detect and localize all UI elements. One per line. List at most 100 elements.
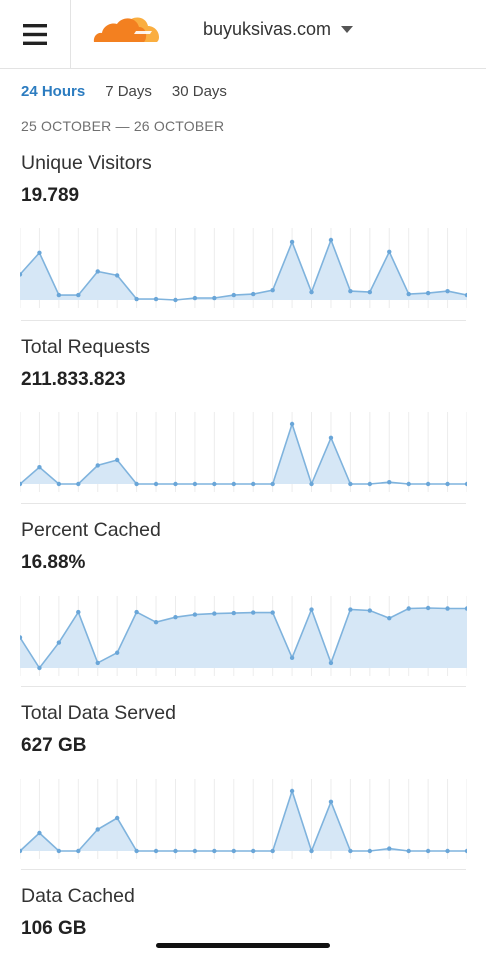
metric-value-total-data-served: 627 GB: [21, 735, 87, 756]
data-point: [251, 291, 256, 297]
data-point: [37, 465, 42, 470]
date-range: 25 OCTOBER — 26 OCTOBER: [21, 118, 225, 134]
data-point: [212, 481, 217, 487]
data-point: [95, 463, 100, 468]
data-point: [348, 848, 353, 854]
data-point: [134, 609, 139, 615]
data-point: [37, 830, 42, 836]
divider: [21, 503, 466, 504]
data-point: [251, 848, 256, 854]
series-line: [20, 421, 467, 487]
series-line: [20, 607, 467, 670]
data-point: [231, 481, 236, 487]
data-point: [134, 481, 139, 487]
data-point: [445, 606, 450, 611]
data-point: [270, 610, 275, 615]
data-point: [76, 848, 81, 854]
data-point: [367, 289, 373, 295]
time-range-tabs: 24 Hours 7 Days 30 Days: [21, 83, 227, 100]
series-area: [20, 608, 467, 668]
data-point: [464, 481, 467, 487]
caret-down-icon: [341, 26, 354, 33]
data-point: [328, 435, 334, 440]
data-point: [270, 848, 275, 854]
data-point: [231, 848, 236, 854]
data-point: [37, 665, 42, 671]
total-data-served-chart: [20, 779, 467, 859]
data-point: [37, 250, 42, 255]
divider: [21, 869, 466, 870]
divider: [21, 320, 466, 321]
data-point: [387, 249, 392, 255]
data-point: [173, 297, 178, 303]
series-line: [20, 237, 467, 301]
data-point: [367, 481, 373, 487]
data-point: [76, 292, 81, 298]
data-point: [445, 848, 450, 854]
data-point: [309, 848, 314, 854]
data-point: [425, 605, 431, 611]
metric-value-data-cached: 106 GB: [21, 918, 87, 939]
data-point: [445, 481, 450, 487]
data-point: [348, 288, 353, 294]
data-point: [348, 481, 353, 487]
data-point: [464, 606, 467, 611]
data-point: [251, 610, 256, 615]
data-point: [251, 481, 256, 487]
data-point: [95, 660, 100, 666]
tab-30-days[interactable]: 30 Days: [171, 83, 227, 100]
data-point: [173, 614, 178, 620]
data-point: [95, 269, 100, 274]
data-point: [387, 615, 392, 621]
data-point: [134, 296, 139, 302]
data-point: [56, 848, 62, 854]
domain-label: buyuksivas.com: [203, 19, 332, 39]
percent-cached-chart: [20, 596, 467, 676]
data-point: [153, 620, 159, 625]
data-point: [231, 292, 236, 298]
metric-value-unique-visitors: 19.789: [21, 185, 80, 206]
home-indicator: [156, 943, 330, 948]
data-point: [95, 827, 100, 832]
data-point: [406, 606, 411, 611]
top-bar: buyuksivas.com: [0, 0, 486, 69]
data-point: [367, 608, 373, 613]
data-point: [464, 292, 467, 298]
data-point: [289, 421, 295, 427]
data-point: [270, 481, 275, 487]
data-point: [56, 292, 62, 298]
data-point: [406, 481, 411, 487]
data-point: [192, 481, 198, 487]
data-point: [270, 287, 275, 293]
data-point: [173, 848, 178, 854]
data-point: [289, 655, 295, 661]
metric-value-total-requests: 211.833.823: [21, 369, 126, 390]
data-point: [20, 848, 23, 854]
data-point: [348, 607, 353, 612]
series-line: [20, 788, 467, 854]
tab-24-hours[interactable]: 24 Hours: [21, 83, 86, 100]
data-point: [56, 481, 62, 487]
data-point: [20, 635, 23, 640]
cloudflare-logo-icon: [92, 10, 162, 48]
data-point: [134, 848, 139, 854]
data-point: [309, 607, 314, 612]
metric-title-total-data-served: Total Data Served: [21, 702, 177, 724]
data-point: [153, 481, 159, 487]
data-point: [328, 237, 334, 243]
data-point: [212, 848, 217, 854]
tab-7-days[interactable]: 7 Days: [105, 83, 152, 100]
hamburger-menu-icon[interactable]: [0, 0, 71, 68]
data-point: [192, 295, 198, 301]
data-point: [406, 291, 411, 297]
metric-value-percent-cached: 16.88%: [21, 552, 86, 573]
data-point: [328, 660, 334, 666]
data-point: [114, 273, 120, 278]
data-point: [20, 272, 23, 277]
domain-dropdown[interactable]: buyuksivas.com: [203, 19, 354, 40]
data-point: [387, 846, 392, 851]
divider: [21, 686, 466, 687]
data-point: [425, 481, 431, 487]
data-point: [289, 239, 295, 245]
data-point: [328, 799, 334, 804]
